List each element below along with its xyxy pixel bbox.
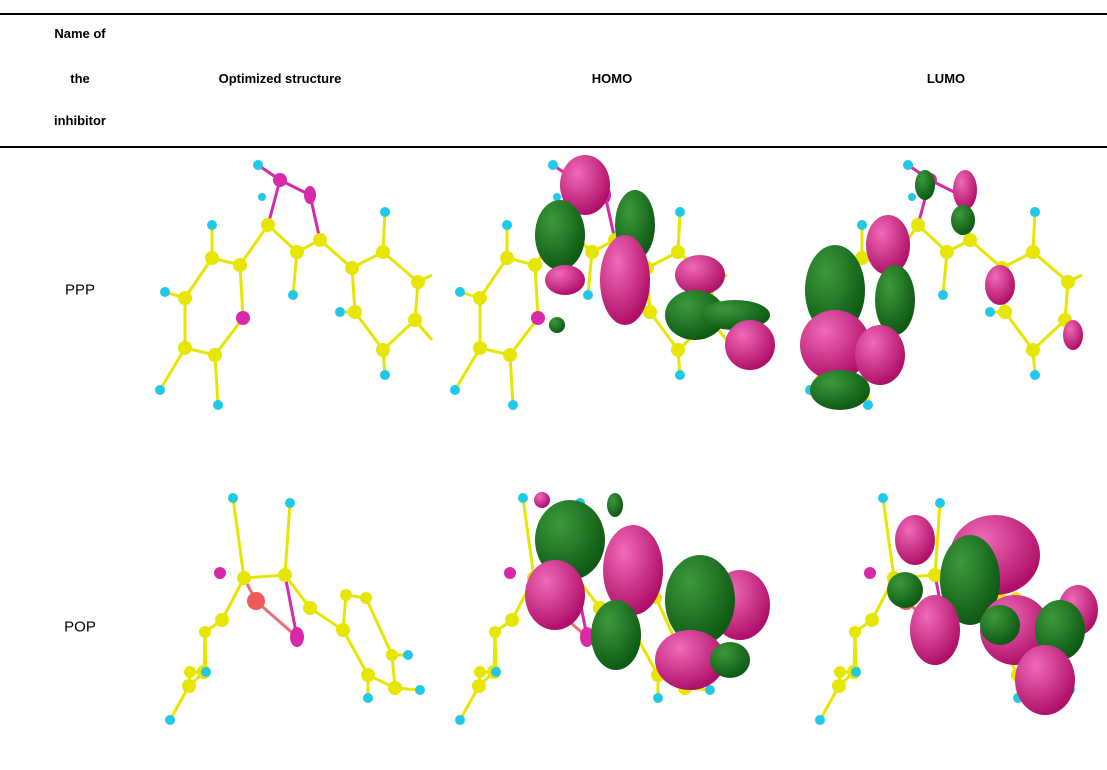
row-name: PPP — [65, 282, 95, 299]
pop-lumo-lobes — [887, 515, 1098, 715]
ppp-lumo-lobes — [800, 170, 1083, 410]
page: Name of the inhibitor Optimized structur… — [0, 0, 1107, 770]
molecule-images — [0, 0, 1107, 770]
pop-homo-lobes — [525, 492, 770, 690]
pop-structure — [165, 493, 425, 725]
ppp-structure — [155, 160, 432, 410]
row-name: POP — [64, 619, 96, 636]
